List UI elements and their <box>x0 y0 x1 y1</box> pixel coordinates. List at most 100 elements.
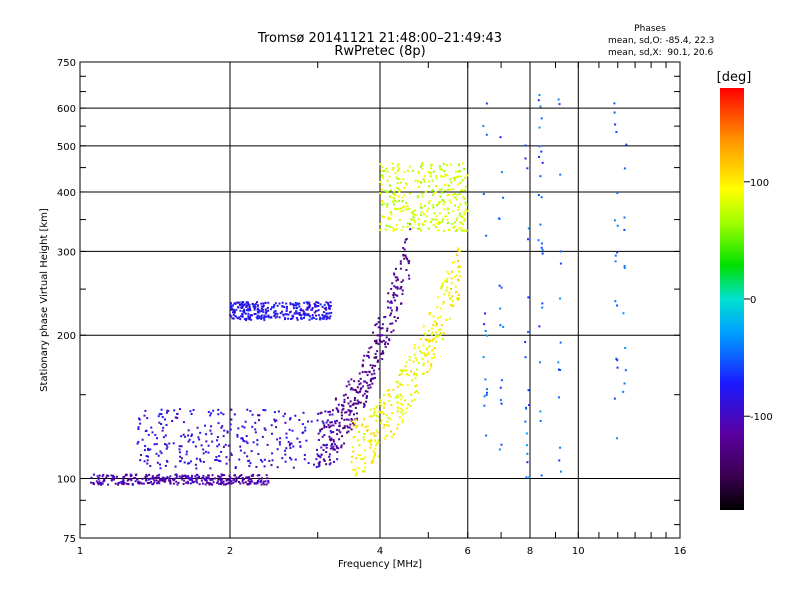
echo-point <box>338 438 341 441</box>
echo-point <box>217 422 220 425</box>
echo-point <box>238 458 241 461</box>
echo-point <box>244 420 247 423</box>
echo-point <box>362 405 365 408</box>
echo-point <box>364 462 367 465</box>
echo-point <box>156 482 159 485</box>
echo-point <box>319 316 322 319</box>
echo-point <box>172 479 175 482</box>
echo-point <box>381 411 384 414</box>
echo-point <box>332 439 335 442</box>
echo-point <box>260 483 263 486</box>
echo-point <box>321 427 324 430</box>
echo-point <box>261 460 264 463</box>
echo-point <box>169 482 172 485</box>
echo-point <box>262 302 265 305</box>
echo-point <box>448 272 451 275</box>
echo-point <box>273 310 276 313</box>
echo-point <box>302 310 305 313</box>
echo-point <box>540 246 543 249</box>
echo-point <box>353 423 356 426</box>
echo-point <box>302 431 305 434</box>
echo-point <box>155 452 158 455</box>
echo-point <box>374 376 377 379</box>
echo-point <box>210 425 213 428</box>
echo-point <box>340 444 343 447</box>
echo-point <box>139 422 142 425</box>
echo-point <box>406 384 409 387</box>
echo-point <box>559 341 562 344</box>
echo-point <box>260 310 263 313</box>
echo-point <box>238 316 241 319</box>
echo-point <box>371 460 374 463</box>
echo-point <box>316 453 319 456</box>
echo-point <box>323 459 326 462</box>
echo-point <box>357 401 360 404</box>
echo-point <box>388 175 391 178</box>
echo-point <box>397 187 400 190</box>
echo-point <box>392 192 395 195</box>
echo-point <box>268 459 271 462</box>
echo-point <box>305 313 308 316</box>
echo-point <box>345 411 348 414</box>
echo-point <box>354 402 357 405</box>
echo-point <box>372 411 375 414</box>
echo-point <box>392 433 395 436</box>
echo-point <box>198 438 201 441</box>
echo-point <box>457 175 460 178</box>
echo-point <box>483 312 486 315</box>
echo-point <box>391 322 394 325</box>
echo-point <box>161 429 164 432</box>
echo-point <box>412 360 415 363</box>
echo-point <box>247 479 250 482</box>
echo-point <box>435 215 438 218</box>
echo-point <box>401 196 404 199</box>
echo-point <box>307 313 310 316</box>
echo-point <box>180 457 183 460</box>
echo-point <box>312 463 315 466</box>
echo-point <box>414 209 417 212</box>
echo-point <box>98 480 101 483</box>
echo-point <box>379 353 382 356</box>
echo-point <box>305 301 308 304</box>
echo-point <box>428 185 431 188</box>
echo-point <box>430 365 433 368</box>
echo-point <box>243 426 246 429</box>
echo-point <box>335 428 338 431</box>
echo-point <box>303 314 306 317</box>
echo-point <box>291 315 294 318</box>
echo-point <box>235 476 238 479</box>
echo-point <box>285 436 288 439</box>
echo-point <box>537 194 540 197</box>
echo-point <box>136 478 139 481</box>
echo-point <box>162 426 165 429</box>
echo-point <box>413 346 416 349</box>
echo-point <box>209 429 212 432</box>
echo-point <box>400 395 403 398</box>
echo-point <box>236 435 239 438</box>
echo-point <box>446 208 449 211</box>
echo-point <box>289 447 292 450</box>
echo-point <box>389 184 392 187</box>
echo-point <box>374 352 377 355</box>
echo-point <box>331 447 334 450</box>
echo-point <box>426 353 429 356</box>
echo-point <box>239 318 242 321</box>
echo-point <box>242 482 245 485</box>
echo-point <box>358 372 361 375</box>
echo-point <box>362 359 365 362</box>
echo-point <box>253 482 256 485</box>
echo-point <box>347 426 350 429</box>
echo-point <box>526 461 529 464</box>
echo-point <box>379 334 382 337</box>
echo-point <box>217 413 220 416</box>
echo-point <box>422 364 425 367</box>
echo-point <box>386 390 389 393</box>
y-tick-label: 100 <box>57 475 76 486</box>
echo-point <box>400 302 403 305</box>
echo-point <box>613 111 616 114</box>
y-axis-label: Stationary phase Virtual Height [km] <box>39 208 50 392</box>
echo-point <box>175 476 178 479</box>
echo-point <box>205 433 208 436</box>
echo-point <box>337 447 340 450</box>
echo-point <box>428 171 431 174</box>
